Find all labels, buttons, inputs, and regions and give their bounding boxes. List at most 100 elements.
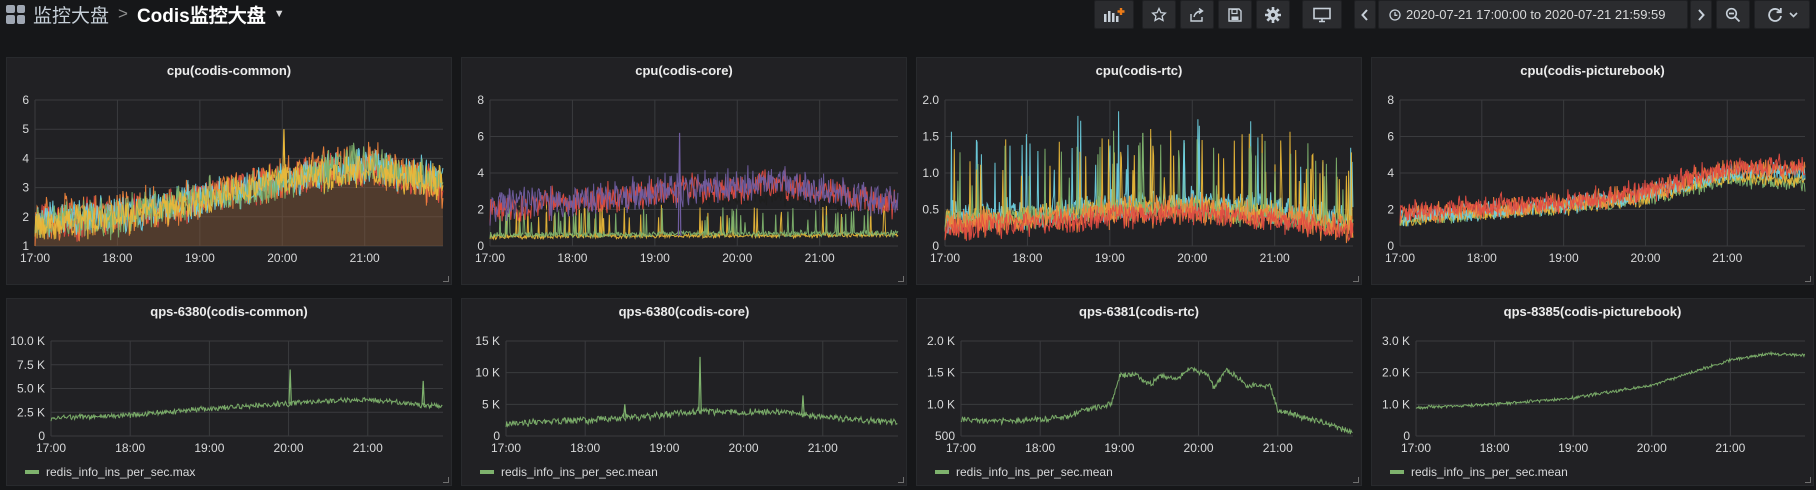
dashboard-title[interactable]: Codis监控大盘 [136, 5, 266, 27]
legend-item[interactable]: redis_info_ins_per_sec.mean [480, 465, 658, 479]
panel-title[interactable]: cpu(codis-common) [166, 63, 292, 78]
series-line [489, 165, 899, 226]
y-tick-label: 2.0 K [927, 334, 955, 348]
resize-handle[interactable] [443, 276, 449, 282]
series-line [489, 205, 899, 240]
save-button[interactable] [1218, 0, 1252, 29]
zoom-out-icon [1725, 7, 1741, 22]
y-tick-label: 5 K [482, 397, 500, 411]
chart-cpu-codis-rtc: 0 0.5 1.0 1.5 2.0 17:00 18:00 19:00 20:00 21:00 [922, 93, 1354, 265]
time-back-button[interactable] [1354, 0, 1376, 29]
panel-cpu-codis-rtc[interactable]: cpu(codis-rtc) 0 0.5 1.0 1.5 2.0 17:00 18:00 19… [916, 57, 1362, 285]
share-button[interactable] [1180, 0, 1214, 29]
series-line [50, 396, 443, 422]
x-tick-label: 19:00 [1104, 441, 1134, 455]
monitor-icon [1313, 7, 1331, 22]
x-tick-label: 17:00 [1385, 251, 1415, 265]
resize-handle[interactable] [898, 276, 904, 282]
chart-cpu-codis-picturebook: 0 2 4 6 8 17:00 18:00 19:00 20:00 21:00 [1385, 93, 1806, 265]
folder-link[interactable]: 监控大盘 [33, 5, 110, 27]
panel-title[interactable]: qps-6380(codis-core) [618, 304, 750, 319]
legend-label[interactable]: redis_info_ins_per_sec.max [46, 465, 196, 479]
resize-handle[interactable] [898, 477, 904, 483]
x-tick-label: 20:00 [729, 441, 759, 455]
panel-cpu-codis-common[interactable]: cpu(codis-common) 1 2 3 4 5 6 17:00 18:00 19:00 2… [6, 57, 452, 285]
x-tick-label: 20:00 [1184, 441, 1214, 455]
caret-down-icon[interactable]: ▼ [273, 8, 285, 20]
series-line [34, 154, 444, 240]
resize-handle[interactable] [1353, 477, 1359, 483]
star-icon [1151, 6, 1167, 22]
panel-title[interactable]: qps-6380(codis-common) [150, 304, 308, 319]
chevron-down-icon [1788, 11, 1798, 18]
x-tick-label: 21:00 [350, 251, 380, 265]
resize-handle[interactable] [1805, 477, 1811, 483]
y-tick-label: 2.0 [922, 93, 939, 107]
y-tick-label: 1.5 [922, 130, 939, 144]
x-tick-label: 18:00 [570, 441, 600, 455]
tv-mode-button[interactable] [1302, 0, 1342, 29]
star-button[interactable] [1142, 0, 1176, 29]
x-tick-label: 18:00 [1480, 441, 1510, 455]
y-tick-label: 8 [477, 93, 484, 107]
x-tick-label: 17:00 [20, 251, 50, 265]
y-tick-label: 0 [1403, 429, 1410, 443]
time-forward-button[interactable] [1690, 0, 1712, 29]
y-tick-label: 1.0 K [927, 397, 955, 411]
y-tick-label: 5 [22, 122, 29, 136]
refresh-button[interactable] [1754, 0, 1810, 29]
panel-qps-8385-codis-picturebook[interactable]: qps-8385(codis-picturebook) 0 1.0 K 2.0 K 3… [1371, 298, 1814, 486]
panel-title[interactable]: qps-8385(codis-picturebook) [1503, 304, 1682, 319]
panel-cpu-codis-core[interactable]: cpu(codis-core) 0 2 4 6 8 17:00 18:00 19:00 20:0… [461, 57, 907, 285]
y-tick-label: 500 [935, 429, 955, 443]
panel-qps-6380-codis-core[interactable]: qps-6380(codis-core) 0 5 K 10 K 15 K 17:00 18… [461, 298, 907, 486]
settings-button[interactable] [1256, 0, 1290, 29]
resize-handle[interactable] [1353, 276, 1359, 282]
panel-title[interactable]: cpu(codis-picturebook) [1520, 63, 1665, 78]
y-tick-label: 1.0 [922, 166, 939, 180]
y-tick-label: 4 [22, 151, 29, 165]
legend-label[interactable]: redis_info_ins_per_sec.mean [1411, 465, 1568, 479]
y-tick-label: 10.0 K [10, 334, 45, 348]
y-tick-label: 0 [932, 239, 939, 253]
gear-icon [1265, 6, 1281, 23]
add-panel-icon [1104, 7, 1125, 22]
time-range-picker[interactable]: 2020-07-21 17:00:00 to 2020-07-21 21:59:… [1378, 0, 1688, 29]
dashboards-grid-icon[interactable] [6, 4, 25, 24]
panel-qps-6380-codis-common[interactable]: qps-6380(codis-common) 0 2.5 K 5.0 K 7.5 K 1… [6, 298, 452, 486]
clock-icon [1389, 8, 1401, 21]
panel-title[interactable]: cpu(codis-core) [635, 63, 733, 78]
resize-handle[interactable] [1805, 276, 1811, 282]
legend-item[interactable]: redis_info_ins_per_sec.mean [935, 465, 1113, 479]
panel-qps-6381-codis-rtc[interactable]: qps-6381(codis-rtc) 500 1.0 K 1.5 K 2.0 K 17… [916, 298, 1362, 486]
series-line [489, 202, 899, 241]
x-tick-label: 17:00 [946, 441, 976, 455]
chevron-left-icon [1361, 8, 1368, 21]
x-tick-label: 21:00 [1260, 251, 1290, 265]
zoom-out-button[interactable] [1716, 0, 1750, 29]
series-spike [677, 132, 682, 237]
panel-title[interactable]: cpu(codis-rtc) [1095, 63, 1183, 78]
legend-swatch [25, 470, 39, 474]
panel-cpu-codis-picturebook[interactable]: cpu(codis-picturebook) 0 2 4 6 8 17:00 18:00 19… [1371, 57, 1814, 285]
resize-handle[interactable] [443, 477, 449, 483]
x-tick-label: 21:00 [353, 441, 383, 455]
panel-title[interactable]: qps-6381(codis-rtc) [1079, 304, 1199, 319]
series-spike [421, 380, 425, 406]
legend-item[interactable]: redis_info_ins_per_sec.mean [1390, 465, 1568, 479]
y-tick-label: 1 [22, 239, 29, 253]
x-tick-label: 19:00 [185, 251, 215, 265]
x-tick-label: 21:00 [1715, 441, 1745, 455]
time-range-label: 2020-07-21 17:00:00 to 2020-07-21 21:59:… [1406, 7, 1666, 22]
series-line [1399, 161, 1806, 227]
x-tick-label: 17:00 [1401, 441, 1431, 455]
legend-label[interactable]: redis_info_ins_per_sec.mean [501, 465, 658, 479]
chevron-right-icon [1698, 8, 1705, 21]
y-tick-label: 6 [477, 130, 484, 144]
add-panel-button[interactable] [1094, 0, 1134, 29]
y-tick-label: 0 [38, 429, 45, 443]
legend-item[interactable]: redis_info_ins_per_sec.max [25, 465, 195, 479]
series-spike [1182, 140, 1186, 203]
legend-label[interactable]: redis_info_ins_per_sec.mean [956, 465, 1113, 479]
x-tick-label: 20:00 [1177, 251, 1207, 265]
